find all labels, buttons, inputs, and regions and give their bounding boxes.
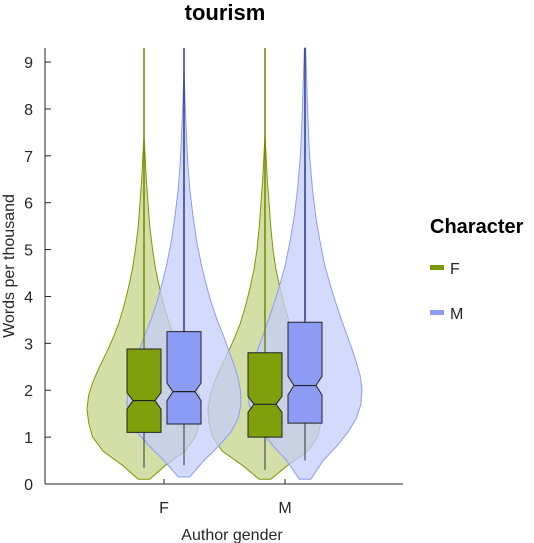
chart-title: tourism [185,0,266,25]
y-tick-label: 2 [24,383,33,400]
box-M-F [166,331,202,425]
box-F-M [247,352,283,438]
legend-entries: FM [430,261,463,323]
x-tick-label-M: M [278,500,291,517]
y-tick-label: 0 [24,477,33,494]
y-tick-label: 4 [24,289,33,306]
y-tick-label: 3 [24,336,33,353]
y-ticks: 0 1 2 3 4 5 6 7 8 9 [24,55,51,494]
box-M-M [287,321,323,424]
y-tick-label: 9 [24,55,33,72]
axes-layer [44,48,403,485]
y-tick-label: 6 [24,196,33,213]
legend-title: Character [430,216,524,238]
y-tick-label: 7 [24,149,33,166]
box-F-F [126,348,162,433]
boxes-layer [126,48,323,470]
y-tick-label: 1 [24,430,33,447]
y-tick-label: 8 [24,102,33,119]
legend-swatch-M [430,310,444,315]
x-tick-label-F: F [159,500,169,517]
legend: Character FM [430,216,524,323]
legend-label-M: M [450,306,463,323]
legend-label-F: F [450,261,460,278]
legend-swatch-F [430,265,444,270]
x-axis-title: Author gender [181,527,283,543]
y-tick-label: 5 [24,243,33,260]
y-axis-title: Words per thousand [1,194,18,338]
